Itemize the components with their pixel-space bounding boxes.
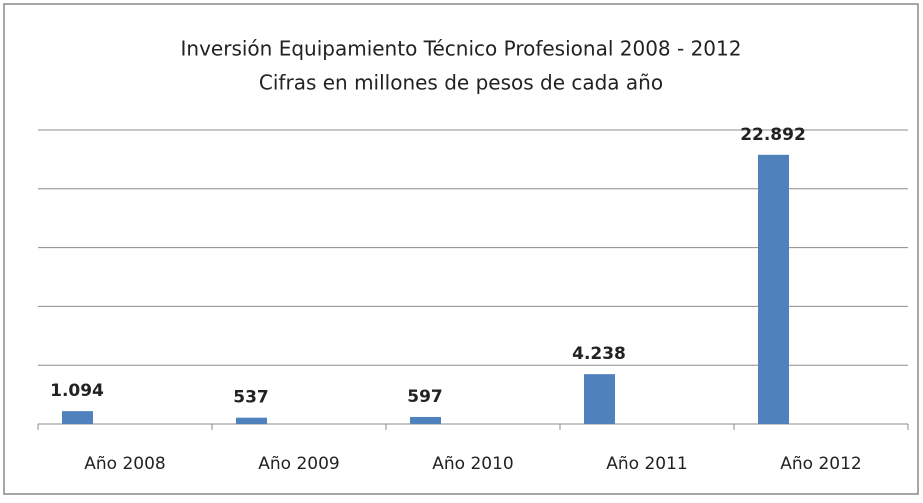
bar [410,416,441,424]
bar [584,374,615,424]
chart-title: Inversión Equipamiento Técnico Profesion… [181,37,742,61]
bar [758,154,789,424]
value-label: 597 [407,387,443,407]
x-tick-label: Año 2008 [84,454,165,474]
chart-subtitle: Cifras en millones de pesos de cada año [259,71,663,95]
value-label: 4.238 [572,344,626,364]
x-tick-label: Año 2012 [780,454,861,474]
value-label: 537 [233,388,269,408]
bar [62,411,93,424]
value-label: 22.892 [740,125,806,145]
value-label: 1.094 [50,381,104,401]
bar [236,417,267,424]
x-tick-label: Año 2010 [432,454,513,474]
x-tick-label: Año 2011 [606,454,687,474]
x-tick-label: Año 2009 [258,454,339,474]
